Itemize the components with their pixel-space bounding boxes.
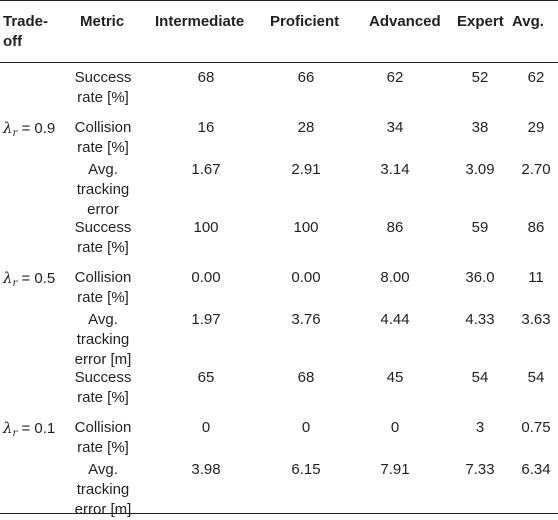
cell-avg: 3.63 bbox=[521, 311, 551, 328]
lambda-subscript: r bbox=[12, 128, 18, 139]
cell-advanced: 4.44 bbox=[380, 311, 410, 328]
cell-proficient: 66 bbox=[297, 69, 315, 86]
lambda-symbol: λ bbox=[3, 419, 13, 437]
lambda-value: = 0.1 bbox=[17, 420, 56, 437]
cell-intermediate: 0 bbox=[201, 419, 211, 436]
cell-advanced: 8.00 bbox=[380, 269, 410, 286]
metric-label: Avg. tracking error bbox=[76, 161, 130, 218]
lambda-symbol: λ bbox=[3, 269, 13, 287]
cell-intermediate: 68 bbox=[197, 69, 215, 86]
cell-intermediate: 0.00 bbox=[191, 269, 221, 286]
metric-label: Avg. tracking error [m] bbox=[74, 311, 132, 368]
tradeoff-group: λr = 0.1 Success rate [%] 65 68 45 54 54… bbox=[0, 368, 558, 518]
cell-advanced: 0 bbox=[390, 419, 400, 436]
cell-proficient: 28 bbox=[297, 119, 315, 136]
cell-proficient: 0 bbox=[301, 419, 311, 436]
cell-advanced: 3.14 bbox=[380, 161, 410, 178]
cell-avg: 11 bbox=[528, 269, 544, 286]
tradeoff-group: λr = 0.9 Success rate [%] 68 66 62 52 62… bbox=[0, 68, 558, 218]
lambda-label: λr = 0.9 bbox=[3, 118, 55, 144]
header-expert: Expert bbox=[457, 13, 504, 30]
cell-advanced: 62 bbox=[386, 69, 404, 86]
cell-expert: 3 bbox=[475, 419, 485, 436]
header-proficient: Proficient bbox=[270, 13, 340, 30]
cell-intermediate: 1.67 bbox=[191, 161, 221, 178]
cell-expert: 3.09 bbox=[465, 161, 495, 178]
cell-advanced: 34 bbox=[386, 119, 404, 136]
cell-proficient: 68 bbox=[297, 369, 315, 386]
lambda-value: = 0.5 bbox=[17, 270, 56, 287]
cell-advanced: 7.91 bbox=[380, 461, 410, 478]
lambda-label: λr = 0.5 bbox=[3, 268, 55, 294]
header-avg: Avg. bbox=[512, 13, 544, 30]
lambda-subscript: r bbox=[12, 278, 18, 289]
cell-expert: 54 bbox=[471, 369, 489, 386]
metric-label: Collision rate [%] bbox=[74, 119, 132, 156]
metric-label: Collision rate [%] bbox=[74, 269, 132, 306]
cell-expert: 52 bbox=[471, 69, 489, 86]
header-advanced: Advanced bbox=[369, 13, 441, 30]
cell-proficient: 3.76 bbox=[291, 311, 321, 328]
cell-proficient: 0.00 bbox=[291, 269, 321, 286]
cell-avg: 62 bbox=[527, 69, 545, 86]
lambda-symbol: λ bbox=[3, 119, 13, 137]
cell-avg: 86 bbox=[527, 219, 545, 236]
header-intermediate: Intermediate bbox=[155, 13, 245, 30]
cell-advanced: 45 bbox=[386, 369, 404, 386]
cell-proficient: 6.15 bbox=[291, 461, 321, 478]
cell-avg: 6.34 bbox=[521, 461, 551, 478]
cell-expert: 4.33 bbox=[465, 311, 495, 328]
lambda-subscript: r bbox=[12, 428, 18, 439]
cell-intermediate: 100 bbox=[193, 219, 219, 236]
header-rule bbox=[0, 62, 558, 63]
cell-avg: 0.75 bbox=[521, 419, 551, 436]
header-tradeoff: Trade-off bbox=[3, 13, 49, 50]
cell-avg: 29 bbox=[527, 119, 545, 136]
cell-proficient: 100 bbox=[293, 219, 319, 236]
tradeoff-group: λr = 0.5 Success rate [%] 100 100 86 59 … bbox=[0, 218, 558, 368]
metric-label: Avg. tracking error [m] bbox=[74, 461, 132, 518]
lambda-label: λr = 0.1 bbox=[3, 418, 55, 444]
cell-avg: 54 bbox=[527, 369, 545, 386]
cell-intermediate: 3.98 bbox=[191, 461, 221, 478]
metric-label: Collision rate [%] bbox=[74, 419, 132, 456]
cell-expert: 59 bbox=[471, 219, 489, 236]
cell-advanced: 86 bbox=[386, 219, 404, 236]
metric-label: Success rate [%] bbox=[74, 369, 132, 406]
cell-proficient: 2.91 bbox=[291, 161, 321, 178]
bottom-rule bbox=[0, 513, 558, 514]
metric-label: Success rate [%] bbox=[74, 69, 132, 106]
cell-intermediate: 65 bbox=[197, 369, 215, 386]
top-rule bbox=[0, 0, 558, 1]
lambda-value: = 0.9 bbox=[17, 120, 56, 137]
cell-expert: 38 bbox=[471, 119, 489, 136]
cell-avg: 2.70 bbox=[521, 161, 551, 178]
cell-intermediate: 1.97 bbox=[191, 311, 221, 328]
header-metric: Metric bbox=[80, 13, 125, 30]
cell-intermediate: 16 bbox=[197, 119, 215, 136]
metric-label: Success rate [%] bbox=[74, 219, 132, 256]
cell-expert: 36.0 bbox=[465, 269, 495, 286]
cell-expert: 7.33 bbox=[465, 461, 495, 478]
